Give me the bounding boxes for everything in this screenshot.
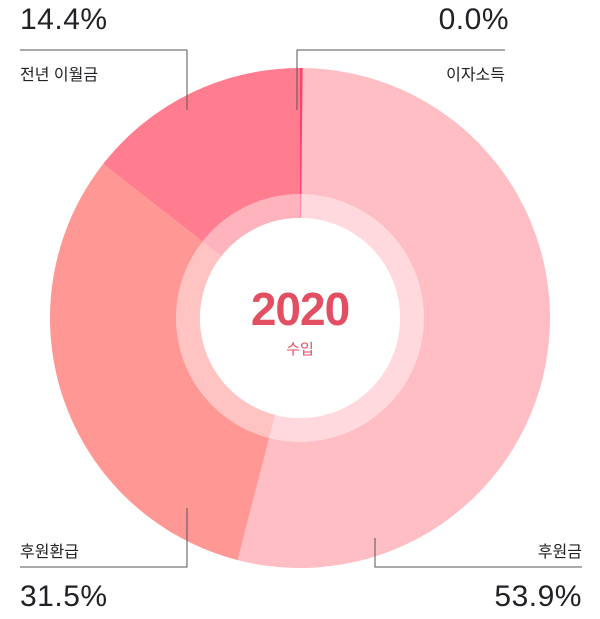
slice-prev-carryover bbox=[103, 68, 301, 257]
pct-label-interest: 0.0% bbox=[438, 3, 509, 36]
leader-line-donation bbox=[374, 538, 582, 568]
category-label-refund: 후원환급 bbox=[20, 544, 79, 561]
pct-label-donation: 53.9% bbox=[494, 580, 582, 613]
category-label-donation: 후원금 bbox=[537, 544, 582, 561]
leader-line-interest bbox=[296, 49, 505, 110]
center-subtitle: 수입 bbox=[286, 341, 314, 358]
center-year: 2020 bbox=[250, 283, 350, 335]
slice-interest bbox=[300, 68, 303, 219]
slice-refund bbox=[50, 163, 276, 561]
donut-center-hole bbox=[200, 218, 400, 418]
category-label-prev-carryover: 전년 이월금 bbox=[20, 67, 99, 84]
leader-line-refund bbox=[20, 508, 188, 568]
pct-label-refund: 31.5% bbox=[20, 580, 108, 613]
slice-donation bbox=[237, 68, 551, 568]
leader-line-prev-carryover bbox=[20, 49, 188, 110]
pct-label-prev-carryover: 14.4% bbox=[20, 3, 108, 36]
category-label-interest: 이자소득 bbox=[446, 67, 505, 84]
